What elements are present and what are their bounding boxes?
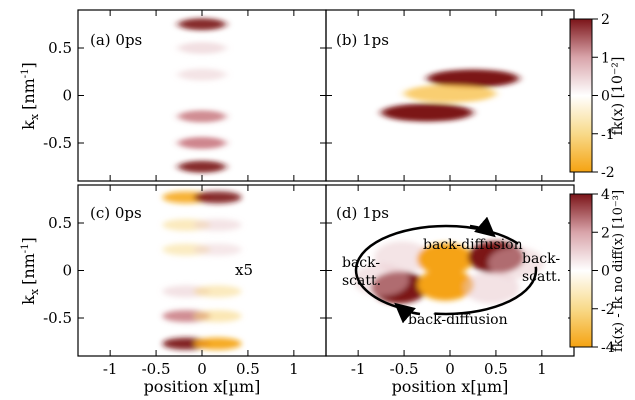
panel-c: (c) 0ps x5 <box>78 185 326 356</box>
annotation-back-right: back- <box>522 251 560 267</box>
heatmap-blob <box>417 268 474 301</box>
annotation-back-left: back- <box>342 255 380 271</box>
panel-a-label: (a) 0ps <box>90 31 142 49</box>
y-tick-label: -0.5 <box>43 134 72 152</box>
y-axis-label-top: kx[nm-1] <box>19 62 41 130</box>
x-tick-label: 1 <box>289 360 299 378</box>
colorbar-top: 2 1 0 -1 -2 f̃k(x) [10⁻²] <box>569 12 626 181</box>
heatmap-blob <box>178 160 226 173</box>
cycle-ellipse <box>354 224 538 316</box>
heatmap-blob <box>193 243 242 256</box>
panel-a: (a) 0ps <box>78 10 326 181</box>
x-tick-label: 0.5 <box>484 360 508 378</box>
annotation-scatt-left: scatt. <box>342 273 381 289</box>
panel-c-annotation: x5 <box>235 261 253 279</box>
svg-text:kx[nm-1]: kx[nm-1] <box>19 237 41 305</box>
colorbar-tick-label: -2 <box>601 165 615 181</box>
x-tick-label: -0.5 <box>142 360 171 378</box>
arrow-bottom-left <box>394 302 421 324</box>
y-tick-label: 0.5 <box>48 214 72 232</box>
colorbar-tick-label: 2 <box>601 12 610 28</box>
colorbar-top-label: f̃k(x) [10⁻²] <box>608 57 626 136</box>
panel-d: (d) 1ps back-diffusion back-diffusion ba… <box>326 185 574 356</box>
colorbar-tick-label: -2 <box>601 302 615 318</box>
y-axis-label-bottom: kx[nm-1] <box>19 237 41 305</box>
heatmap-blob <box>193 218 242 231</box>
panel-d-label: (d) 1ps <box>336 204 389 222</box>
heatmap-blob <box>193 191 242 204</box>
x-axis-label-left: position x[µm] <box>144 377 261 396</box>
annotation-scatt-right: scatt. <box>522 269 561 285</box>
heatmap-blob <box>404 84 496 103</box>
heatmap-blob <box>178 42 226 54</box>
heatmap-blob <box>178 18 226 31</box>
colorbar-tick-label: 0 <box>601 264 610 280</box>
x-tick-label: 0 <box>445 360 455 378</box>
heatmap-blob <box>178 68 226 81</box>
heatmap-blob <box>488 246 545 279</box>
annotation-back-diffusion-bottom: back-diffusion <box>408 312 508 328</box>
annotation-back-diffusion-top: back-diffusion <box>423 237 523 253</box>
heatmap-blob <box>417 243 474 276</box>
heatmap-blob <box>178 137 226 149</box>
y-tick-label: 0 <box>62 87 72 105</box>
panel-b-label: (b) 1ps <box>336 31 389 49</box>
colorbar-tick-label: -1 <box>601 127 615 143</box>
panel-b: (b) 1ps <box>326 10 574 181</box>
heatmap-blob <box>193 310 242 323</box>
heatmap-blob <box>178 110 226 123</box>
colorbar-tick-label: 2 <box>601 225 610 241</box>
x-tick-label: -0.5 <box>390 360 419 378</box>
y-tick-label: 0.5 <box>48 39 72 57</box>
svg-text:kx[nm-1]: kx[nm-1] <box>19 62 41 130</box>
x-tick-label: 1 <box>537 360 547 378</box>
heatmap-blob <box>193 285 242 298</box>
arrow-top-right <box>469 216 496 238</box>
colorbar-bottom-label: fk(x) - fk no diff(x) [10⁻³] <box>611 190 626 352</box>
y-tick-label: 0 <box>62 262 72 280</box>
colorbar-bottom: 4 2 0 -2 -4 fk(x) - fk no diff(x) [10⁻³] <box>569 187 626 356</box>
x-axis-label-right: position x[µm] <box>392 377 509 396</box>
colorbar-tick-label: 0 <box>601 89 610 105</box>
panel-c-label: (c) 0ps <box>90 204 142 222</box>
colorbar-tick-label: 1 <box>601 50 610 66</box>
heatmap-blob <box>353 264 410 296</box>
heatmap-blob <box>193 337 242 350</box>
x-tick-label: -1 <box>103 360 118 378</box>
x-tick-label: 0 <box>197 360 207 378</box>
colorbar-tick-label: -4 <box>601 340 615 356</box>
heatmap-blob <box>426 69 519 88</box>
heatmap-blob <box>463 271 520 304</box>
x-tick-label: -1 <box>351 360 366 378</box>
y-tick-label: -0.5 <box>43 309 72 327</box>
colorbar-tick-label: 4 <box>601 187 610 203</box>
x-tick-label: 0.5 <box>236 360 260 378</box>
axis-ticks: 0.5 0 -0.5 -1 -0.5 0 0.5 1 0.5 0 -0.5 -1 -0.5 0 0.5 1 <box>43 10 574 378</box>
heatmap-blob <box>381 103 474 122</box>
